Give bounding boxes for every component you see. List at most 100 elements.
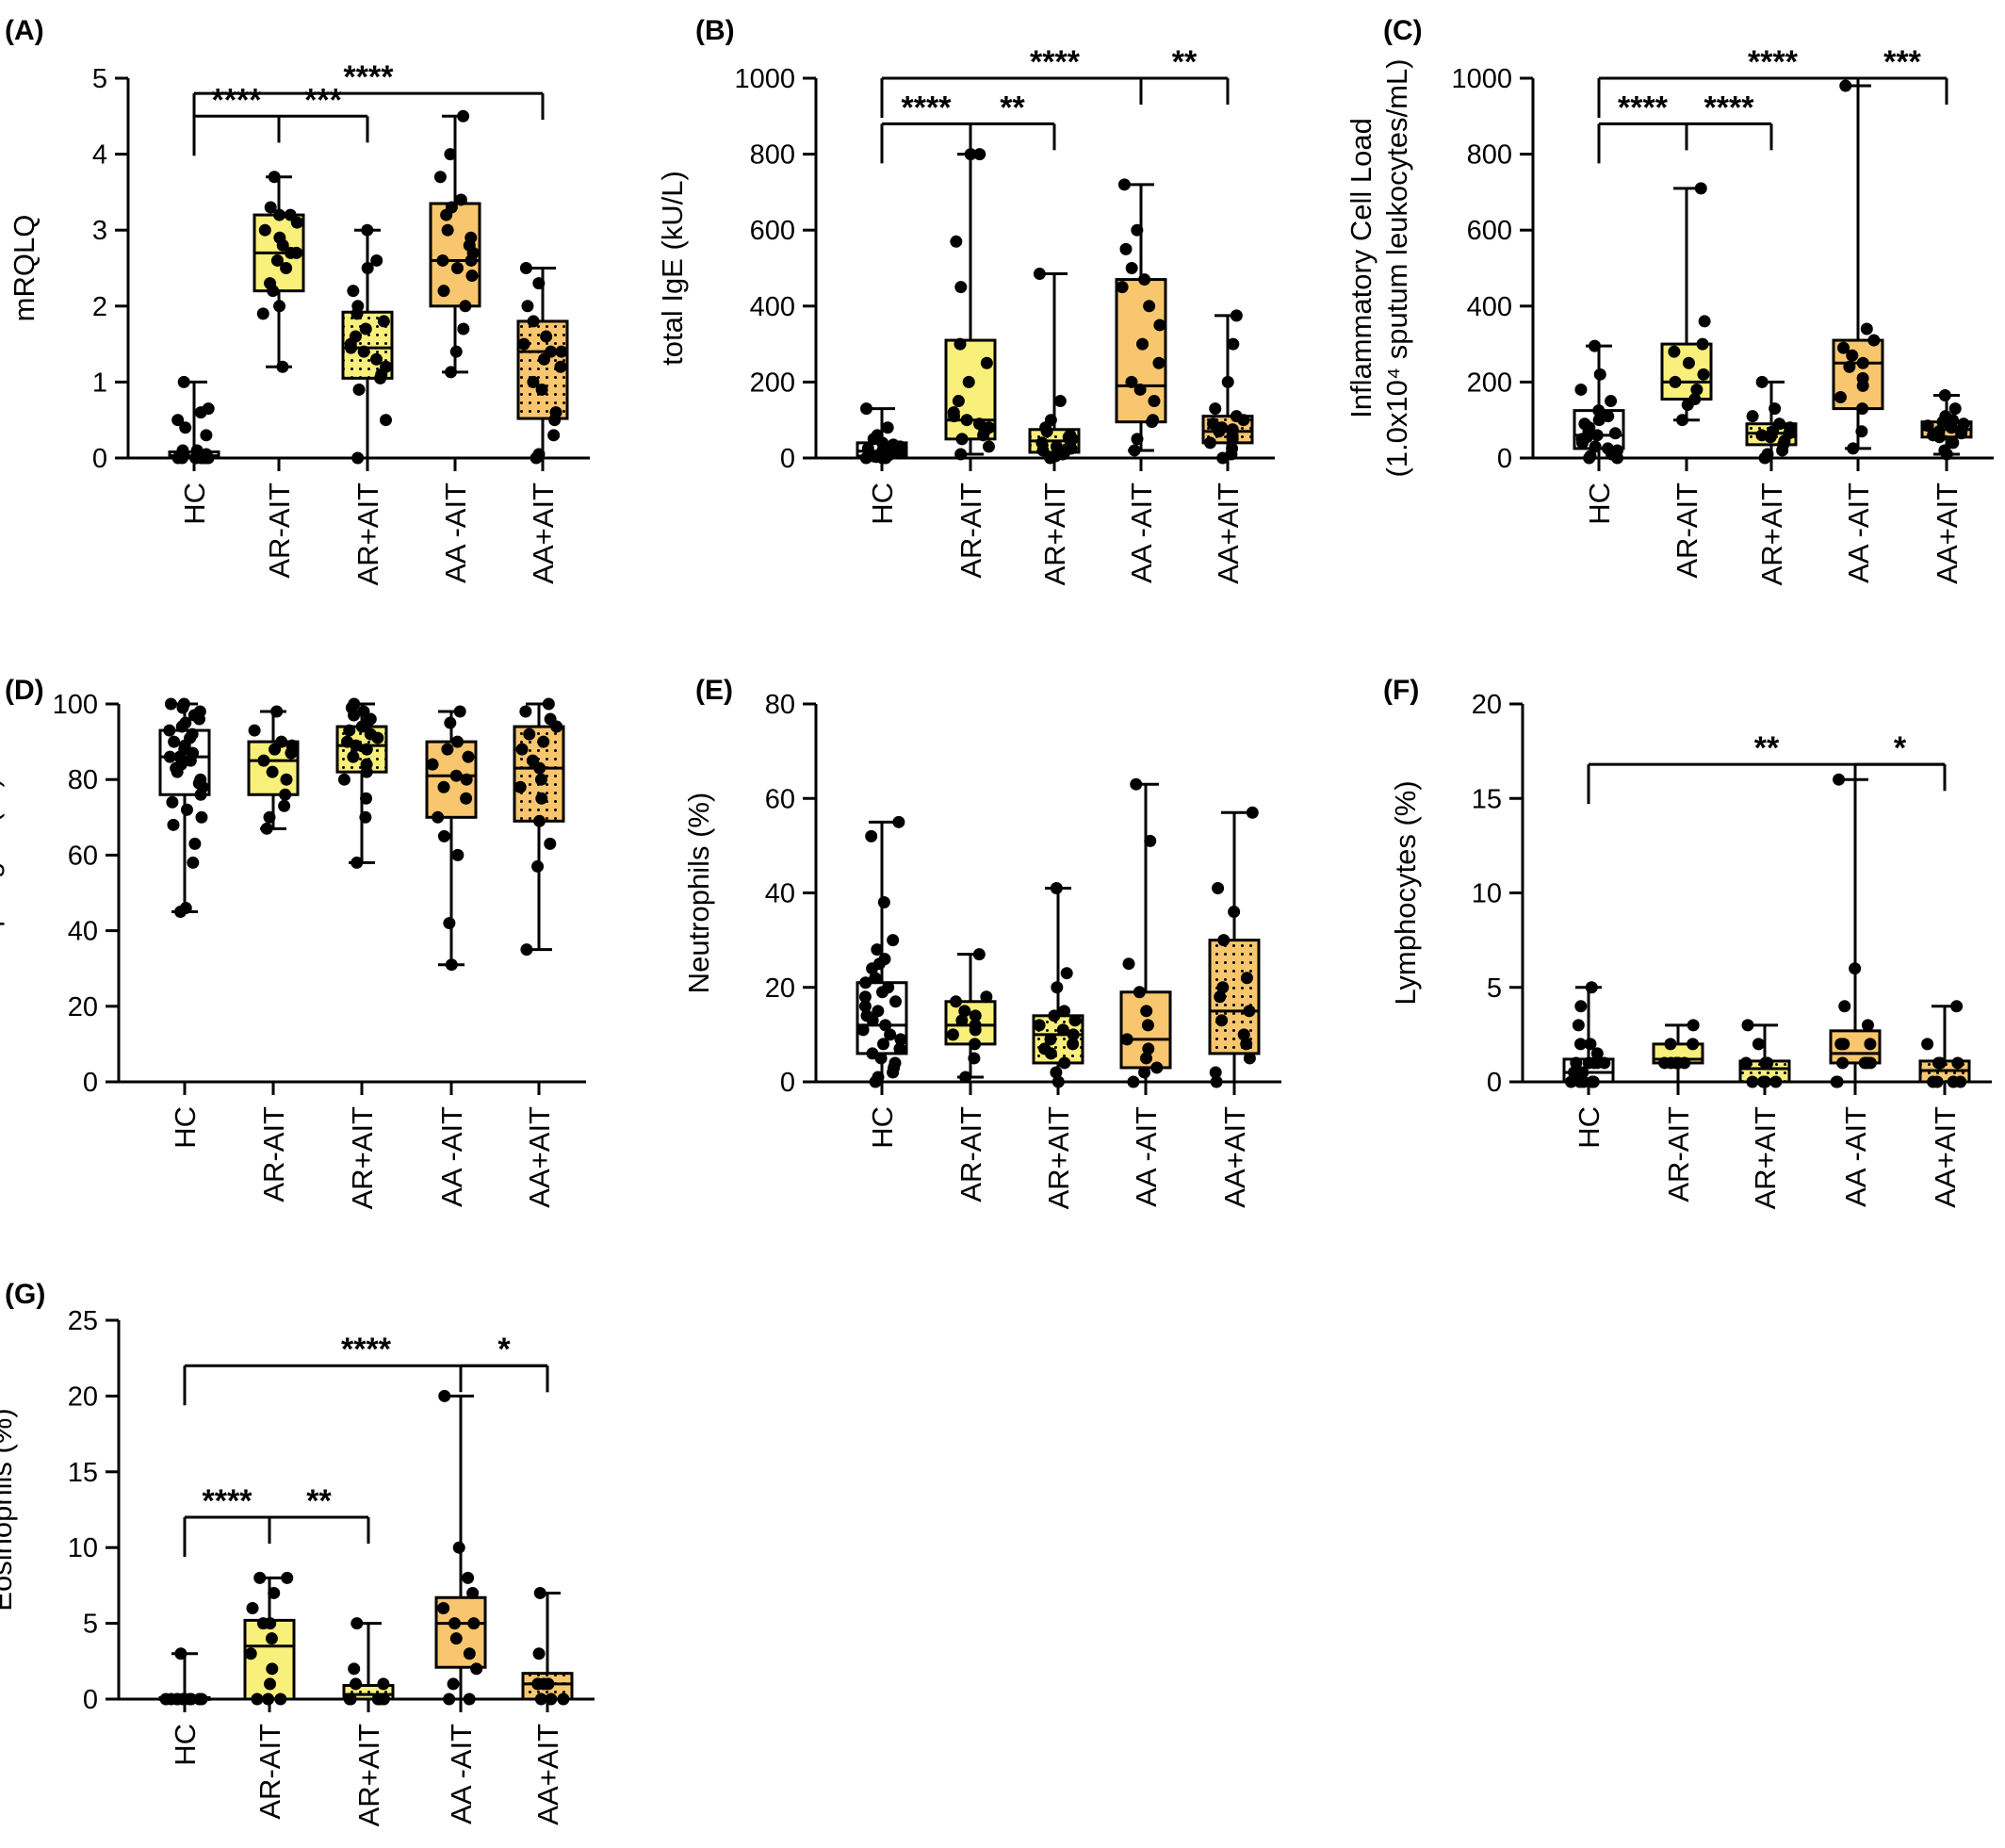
y-tick-label: 2 xyxy=(92,292,107,322)
data-point xyxy=(1210,1075,1223,1088)
data-point xyxy=(1696,337,1709,351)
data-point xyxy=(980,990,993,1004)
panel-a: (A) 0 1 2 3 4 5 mRQLQ HC AR-AIT AR+AIT AA -AIT AA+AI… xyxy=(5,15,590,585)
data-point xyxy=(350,856,364,869)
data-point xyxy=(273,208,286,221)
data-point xyxy=(1605,395,1618,408)
data-point xyxy=(1739,1056,1752,1070)
data-point xyxy=(1148,395,1161,408)
data-point xyxy=(348,1662,361,1676)
data-point xyxy=(171,414,185,427)
data-point xyxy=(343,724,356,737)
y-tick-label: 600 xyxy=(750,216,795,246)
x-category-label: AA+AIT xyxy=(527,482,560,584)
data-point xyxy=(892,815,905,828)
data-point xyxy=(1033,1019,1046,1032)
data-point xyxy=(1658,1056,1671,1070)
data-point xyxy=(1133,986,1146,999)
data-point xyxy=(1931,1075,1944,1088)
data-point xyxy=(350,1677,363,1691)
data-point xyxy=(187,856,200,869)
data-point xyxy=(359,322,372,335)
y-tick-label: 20 xyxy=(1472,690,1502,720)
y-tick-label: 1000 xyxy=(734,64,795,94)
data-point xyxy=(265,1632,278,1645)
data-point xyxy=(256,1617,269,1630)
data-point xyxy=(547,429,561,442)
data-point xyxy=(1116,281,1129,294)
data-point xyxy=(1050,881,1063,894)
data-point xyxy=(1856,356,1869,369)
data-point xyxy=(969,1019,982,1032)
data-point xyxy=(1847,442,1860,455)
data-point xyxy=(1131,433,1144,446)
data-point xyxy=(202,402,215,416)
data-point xyxy=(284,208,297,221)
data-point xyxy=(545,345,558,358)
data-point xyxy=(879,1019,892,1032)
data-point xyxy=(950,995,963,1008)
data-point xyxy=(361,223,374,237)
significance-label: ** xyxy=(306,1483,332,1519)
data-point xyxy=(1858,1056,1871,1070)
x-category-label: AR+AIT xyxy=(1749,1106,1782,1209)
data-point xyxy=(445,201,458,214)
data-point xyxy=(1125,375,1138,388)
y-tick-label: 20 xyxy=(68,992,98,1022)
data-point xyxy=(437,780,450,793)
data-point xyxy=(1044,1033,1057,1046)
y-tick-label: 60 xyxy=(68,841,98,871)
data-point xyxy=(1051,1075,1065,1088)
data-point xyxy=(955,1014,969,1027)
data-point xyxy=(1227,337,1240,351)
data-point xyxy=(1602,410,1615,423)
data-point xyxy=(1587,1075,1600,1088)
data-point xyxy=(264,277,277,290)
y-tick-label: 400 xyxy=(1467,292,1512,322)
data-point xyxy=(164,697,177,711)
data-point xyxy=(195,1693,208,1706)
y-tick-label: 0 xyxy=(1497,444,1512,474)
y-tick-label: 800 xyxy=(1467,140,1512,171)
data-point xyxy=(859,976,872,989)
x-category-label: AA -AIT xyxy=(1130,1106,1163,1207)
data-point xyxy=(194,773,207,786)
data-point xyxy=(1203,436,1216,450)
data-point xyxy=(1947,1075,1960,1088)
data-point xyxy=(1570,1056,1583,1070)
data-point xyxy=(1838,1000,1851,1013)
y-tick-label: 0 xyxy=(1487,1068,1502,1098)
data-point xyxy=(1690,383,1703,396)
y-tick-label: 400 xyxy=(750,292,795,322)
x-category-label: AR-AIT xyxy=(954,482,987,579)
data-point xyxy=(523,728,536,741)
data-point xyxy=(887,438,900,451)
data-point xyxy=(350,1617,364,1630)
x-category-label: AA -AIT xyxy=(435,1106,468,1207)
data-point xyxy=(281,1571,294,1584)
y-tick-label: 4 xyxy=(92,140,107,171)
data-point xyxy=(284,246,297,259)
data-point xyxy=(1214,990,1227,1004)
data-point xyxy=(877,1038,890,1051)
data-point xyxy=(1678,1056,1691,1070)
data-point xyxy=(1921,419,1934,433)
data-point xyxy=(554,360,567,373)
data-point xyxy=(877,896,890,909)
data-point xyxy=(1784,421,1797,434)
data-point xyxy=(371,1693,384,1706)
x-category-label: AA+AIT xyxy=(531,1724,564,1825)
data-point xyxy=(1237,1028,1250,1041)
significance-label: *** xyxy=(304,82,342,118)
y-tick-label: 200 xyxy=(750,368,795,398)
data-point xyxy=(159,1693,172,1706)
data-point xyxy=(1588,1056,1601,1070)
data-point xyxy=(1067,1028,1080,1041)
y-tick-label: 25 xyxy=(68,1306,98,1336)
data-point xyxy=(450,262,464,274)
data-point xyxy=(1932,425,1946,438)
data-point xyxy=(527,375,540,388)
significance-label: **** xyxy=(1030,44,1081,80)
y-tick-label: 0 xyxy=(780,1068,795,1098)
